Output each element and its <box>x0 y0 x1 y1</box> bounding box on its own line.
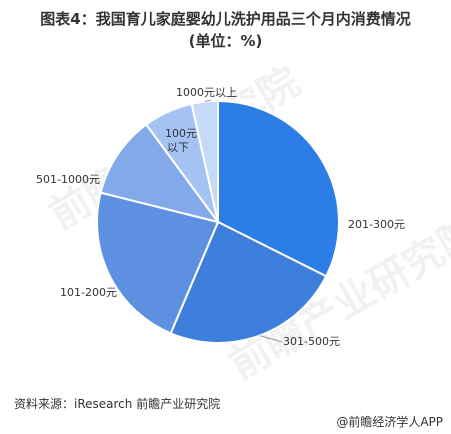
slice-label: 301-500元 <box>283 335 340 348</box>
leader-line <box>259 335 283 343</box>
slice-label: 101-200元 <box>60 286 117 299</box>
pie-slice <box>217 99 340 278</box>
brand-credit: @前瞻经济学人APP <box>336 415 443 429</box>
chart-title: 图表4：我国育儿家庭婴幼儿洗护用品三个月内消费情况 <box>40 10 411 28</box>
slice-label: 501-1000元 <box>36 173 100 186</box>
slice-label: 1000元以上 <box>176 86 237 99</box>
source-note: 资料来源：iResearch 前瞻产业研究院 <box>14 397 221 411</box>
slice-label: 201-300元 <box>348 218 405 231</box>
slice-label: 100元以下 <box>165 127 197 154</box>
pie-slice <box>96 191 220 335</box>
leader-line <box>204 99 212 103</box>
chart-unit: (单位：%) <box>188 32 263 50</box>
pie-slice <box>99 123 221 224</box>
